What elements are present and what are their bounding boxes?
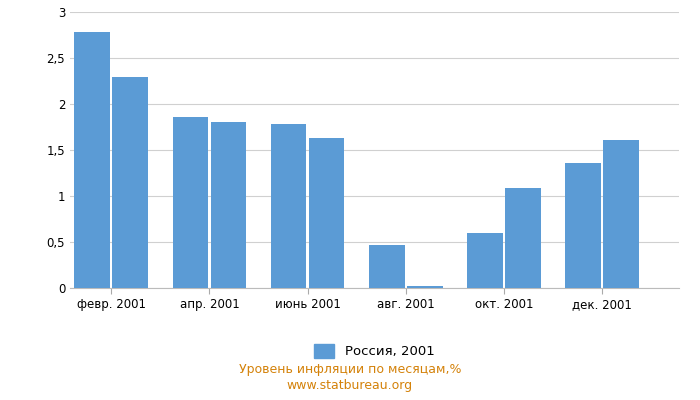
Bar <box>369 245 405 288</box>
Bar <box>467 233 503 288</box>
Bar <box>603 140 639 288</box>
Bar <box>211 122 246 288</box>
Text: www.statbureau.org: www.statbureau.org <box>287 380 413 392</box>
Text: Уровень инфляции по месяцам,%: Уровень инфляции по месяцам,% <box>239 364 461 376</box>
Bar <box>74 32 110 288</box>
Bar <box>505 188 540 288</box>
Legend: Россия, 2001: Россия, 2001 <box>314 344 435 358</box>
Bar <box>565 163 601 288</box>
Bar <box>309 138 344 288</box>
Bar <box>113 77 148 288</box>
Bar <box>271 124 307 288</box>
Bar <box>407 286 442 288</box>
Bar <box>173 117 209 288</box>
